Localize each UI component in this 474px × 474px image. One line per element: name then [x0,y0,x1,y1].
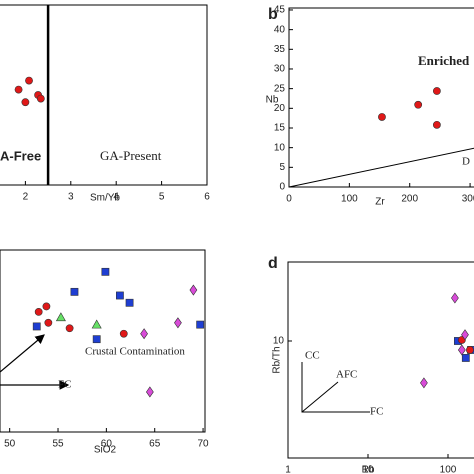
point [378,113,386,121]
x-tick-label: 3 [68,192,74,203]
point [34,307,43,316]
x-tick-label: 100 [341,194,358,205]
plot-frame [0,4,208,186]
y-tick-label: 25 [274,83,286,94]
x-tick-label: 50 [4,439,16,450]
point [125,298,134,307]
point [42,302,51,311]
plot-frame [0,249,206,433]
y-tick-label: 20 [274,103,286,114]
annotation: D [462,156,470,168]
point [174,317,182,329]
point [414,100,423,109]
y-tick-label: 40 [274,24,286,35]
x-tick-label: 5 [159,192,165,203]
x-tick-label: 65 [149,439,161,450]
annotation: Crustal Contamination [85,346,185,358]
x-axis-label: SiO2 [94,445,117,456]
point [91,319,102,329]
annotation: CC [305,350,320,362]
annotation: A-Free [0,148,41,163]
point [466,346,474,354]
point [92,335,101,344]
point [432,87,441,95]
annotation: AFC [336,369,357,381]
point [65,324,74,333]
y-axis-label: Rb/Th [272,346,283,373]
x-axis-label: Rb [362,465,375,474]
x-tick-label: 300 [462,194,474,205]
x-tick-label: 6 [204,192,210,203]
x-axis-label: Sm/Yb [90,193,120,204]
point [116,291,124,300]
y-tick-label: 45 [274,5,286,16]
point [119,329,128,338]
point [461,354,470,362]
x-tick-label: 70 [198,439,210,450]
y-tick-label: 15 [274,123,286,134]
x-tick-label: 60 [101,439,113,450]
plot-frame [288,7,474,188]
x-tick-label: 0 [286,194,292,205]
y-tick-label: 0 [279,182,285,193]
y-tick-label: 10 [274,142,286,153]
reference-line [288,147,474,188]
point [451,292,459,304]
x-tick-label: 10 [362,465,374,474]
x-tick-label: 1 [285,465,291,474]
x-tick-label: 55 [52,439,64,450]
vector [301,381,339,413]
point [146,386,154,398]
point [140,328,148,340]
y-tick-label: 5 [279,162,285,173]
plot-frame [287,261,474,459]
point [432,120,441,129]
annotation: FC [370,406,383,418]
x-tick-label: 100 [440,465,457,474]
point [21,98,30,107]
annotation: GA-Present [100,148,162,163]
point [32,322,41,331]
x-tick-label: 200 [401,194,418,205]
x-tick-label: 2 [23,192,29,203]
point [461,329,469,341]
panel-label: d [268,255,278,272]
x-axis-label: Zr [375,197,385,208]
point [70,287,79,296]
annotation: Enriched [418,53,470,68]
panel-label: b [268,6,278,23]
y-axis-label: Nb [266,95,279,106]
point [55,312,66,322]
arrow [0,334,45,373]
point [101,267,110,276]
point [36,94,45,103]
y-tick-label: 30 [274,64,286,75]
point [420,377,428,389]
annotation: FC [58,379,71,391]
y-tick-label: 10 [273,336,285,347]
point [457,344,466,356]
point [25,76,33,85]
point [14,85,23,94]
point [189,284,198,296]
x-tick-label: 4 [113,192,119,203]
point [44,318,53,327]
y-tick-label: 35 [274,44,286,55]
point [196,320,205,329]
